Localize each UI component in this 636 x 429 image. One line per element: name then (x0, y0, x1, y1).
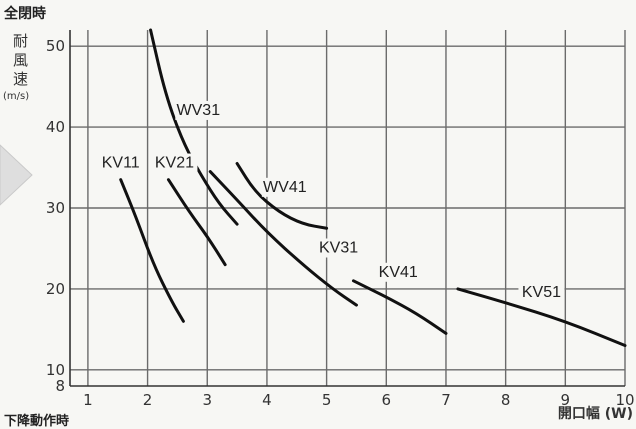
y-axis-label-char-3: 速 (13, 70, 29, 88)
series-label-kv11: KV11 (102, 155, 140, 172)
y-tick-label-10: 10 (46, 361, 65, 379)
axes (69, 30, 625, 387)
x-tick-label-9: 9 (561, 391, 571, 409)
series-label-bg-kv41 (375, 262, 422, 282)
series-line-kv11 (119, 178, 185, 323)
series-label-bg-kv31 (315, 238, 362, 258)
chart-title: 全閉時 (4, 6, 46, 22)
series-line-kv31 (208, 170, 358, 307)
series-label-kv31: KV31 (319, 240, 358, 257)
y-tick-label-20: 20 (46, 280, 65, 298)
series-label-bg-kv21 (151, 153, 198, 173)
x-tick-label-1: 1 (83, 391, 93, 409)
y-tick-label-8: 8 (55, 377, 65, 395)
series-label-bg-kv11 (97, 153, 144, 173)
y-tick-label-50: 50 (46, 37, 65, 55)
bottom-section-title: 下降動作時 (4, 414, 70, 429)
y-axis-label-char-2: 風 (13, 51, 29, 69)
side-arrow-decoration (0, 144, 33, 206)
y-axis-label-char-1: 耐 (13, 32, 29, 50)
series-label-bg-wv31 (175, 100, 222, 120)
x-axis-label: 開口幅 (W) (558, 405, 633, 422)
series-labels: WV31 WV41 KV11 KV21 KV31 KV41 KV51 (97, 100, 565, 302)
grid (70, 30, 626, 386)
x-tick-label-6: 6 (382, 391, 392, 409)
y-tick-label-30: 30 (46, 199, 65, 217)
x-tick-label-7: 7 (441, 391, 451, 409)
series-line-kv41 (351, 279, 448, 335)
series-label-wv31: WV31 (177, 102, 221, 119)
x-tick-label-4: 4 (262, 391, 272, 409)
x-tick-label-5: 5 (322, 391, 332, 409)
x-tick-label-2: 2 (143, 391, 153, 409)
x-tick-label-10: 10 (615, 391, 634, 409)
series-label-kv51: KV51 (522, 284, 561, 301)
series-line-kv21 (166, 178, 227, 267)
x-tick-label-3: 3 (202, 391, 212, 409)
series-label-kv41: KV41 (379, 264, 418, 281)
series-label-bg-kv51 (518, 283, 565, 302)
y-tick-label-40: 40 (46, 118, 65, 136)
series-line-wv41 (235, 162, 329, 230)
series-label-wv41: WV41 (263, 179, 307, 196)
x-tick-label-8: 8 (501, 391, 511, 409)
series-line-kv51 (456, 287, 627, 348)
series-label-bg-wv41 (261, 177, 308, 197)
series-label-kv21: KV21 (155, 155, 194, 172)
y-axis-unit: (m/s) (3, 91, 30, 102)
